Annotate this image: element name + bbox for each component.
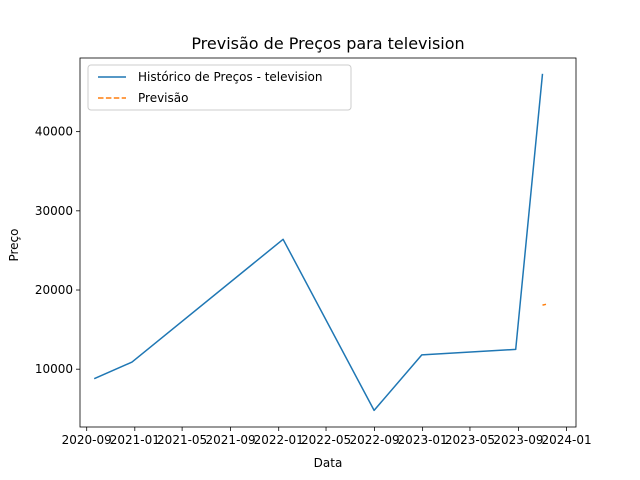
- plot-area: 2020-092021-012021-052021-092022-012022-…: [35, 57, 592, 447]
- axes-frame: [79, 57, 577, 428]
- chart-title: Previsão de Preços para television: [191, 34, 464, 53]
- x-tick-label-0: 2020-09: [62, 433, 112, 447]
- legend-label-1: Previsão: [138, 91, 188, 105]
- x-tick-label-9: 2023-09: [493, 433, 543, 447]
- series-line-0: [93, 73, 544, 412]
- x-tick-label-5: 2022-05: [301, 433, 351, 447]
- legend-box: [87, 64, 352, 111]
- x-tick-label-4: 2022-01: [254, 433, 304, 447]
- series-line-1: [542, 303, 547, 306]
- x-axis-label: Data: [314, 456, 343, 470]
- y-tick-label-2: 30000: [35, 204, 73, 218]
- y-axis-label: Preço: [7, 228, 21, 261]
- legend-label-0: Histórico de Preços - television: [138, 70, 323, 84]
- legend: Histórico de Preços - television Previsão: [87, 64, 352, 111]
- x-tick-label-6: 2022-09: [349, 433, 399, 447]
- x-tick-label-7: 2023-01: [398, 433, 448, 447]
- x-tick-label-8: 2023-05: [445, 433, 495, 447]
- x-tick-label-10: 2024-01: [541, 433, 591, 447]
- y-tick-label-1: 20000: [35, 283, 73, 297]
- x-tick-label-3: 2021-09: [206, 433, 256, 447]
- x-tick-label-2: 2021-05: [157, 433, 207, 447]
- x-tick-label-1: 2021-01: [110, 433, 160, 447]
- y-tick-label-3: 40000: [35, 125, 73, 139]
- y-tick-label-0: 10000: [35, 362, 73, 376]
